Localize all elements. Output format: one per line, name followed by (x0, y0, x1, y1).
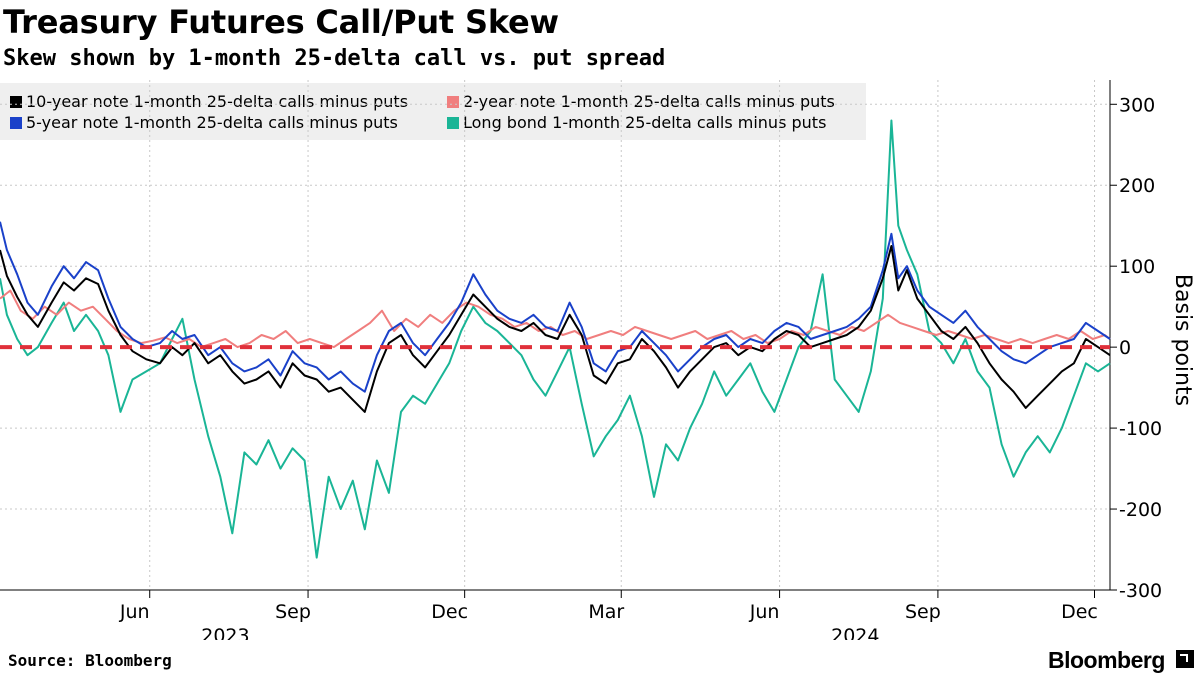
x-tick-label: Sep (905, 601, 941, 623)
chart-subtitle: Skew shown by 1-month 25-delta call vs. … (3, 46, 666, 71)
axes: 300 200 100 0 -100 -200 -300 Jun Sep Dec Mar Jun Sep… (0, 80, 1162, 640)
legend-label-long-bond: Long bond 1-month 25-delta calls minus p… (463, 113, 827, 132)
y-tick-label: -100 (1119, 418, 1162, 440)
y-tick-label: -200 (1119, 499, 1162, 521)
x-tick-label: Jun (749, 601, 780, 623)
x-year-label: 2024 (831, 625, 879, 640)
legend-swatch-two-year (447, 96, 459, 108)
legend-label-five-year: 5-year note 1-month 25-delta calls minus… (26, 113, 398, 132)
x-year-label: 2023 (201, 625, 249, 640)
legend-swatch-long-bond (447, 117, 459, 129)
x-tick-label: Jun (119, 601, 150, 623)
legend-swatch-five-year (10, 117, 22, 129)
y-tick-label: 200 (1119, 175, 1155, 197)
legend-item-two-year: 2-year note 1-month 25-delta calls minus… (447, 92, 835, 112)
x-tick-label: Mar (588, 601, 624, 623)
y-tick-label: 0 (1119, 337, 1131, 359)
chart-title: Treasury Futures Call/Put Skew (3, 3, 559, 41)
legend-label-ten-year: 10-year note 1-month 25-delta calls minu… (26, 92, 409, 111)
y-tick-label: 100 (1119, 256, 1155, 278)
bloomberg-logo: Bloomberg (1048, 647, 1165, 673)
grid-lines (0, 80, 1110, 591)
legend-item-five-year: 5-year note 1-month 25-delta calls minus… (10, 113, 398, 133)
y-tick-label: 300 (1119, 94, 1155, 116)
x-tick-label: Sep (275, 601, 311, 623)
series-line-long-bond (0, 119, 1111, 559)
series-line-five-year (0, 221, 1111, 393)
x-tick-label: Dec (431, 601, 468, 623)
legend-label-two-year: 2-year note 1-month 25-delta calls minus… (463, 92, 835, 111)
chart-legend: 10-year note 1-month 25-delta calls minu… (0, 83, 866, 140)
chart-plot: 300 200 100 0 -100 -200 -300 Jun Sep Dec Mar Jun Sep… (0, 80, 1195, 640)
x-tick-label: Dec (1061, 601, 1098, 623)
y-tick-label: -300 (1119, 580, 1162, 602)
y-axis-label: Basis points (1170, 274, 1195, 406)
legend-swatch-ten-year (10, 96, 22, 108)
series-line-ten-year (0, 245, 1111, 413)
source-note: Source: Bloomberg (8, 651, 172, 670)
series-lines (0, 119, 1111, 559)
bloomberg-logo-icon (1176, 650, 1194, 668)
legend-item-long-bond: Long bond 1-month 25-delta calls minus p… (447, 113, 826, 133)
legend-item-ten-year: 10-year note 1-month 25-delta calls minu… (10, 92, 408, 112)
